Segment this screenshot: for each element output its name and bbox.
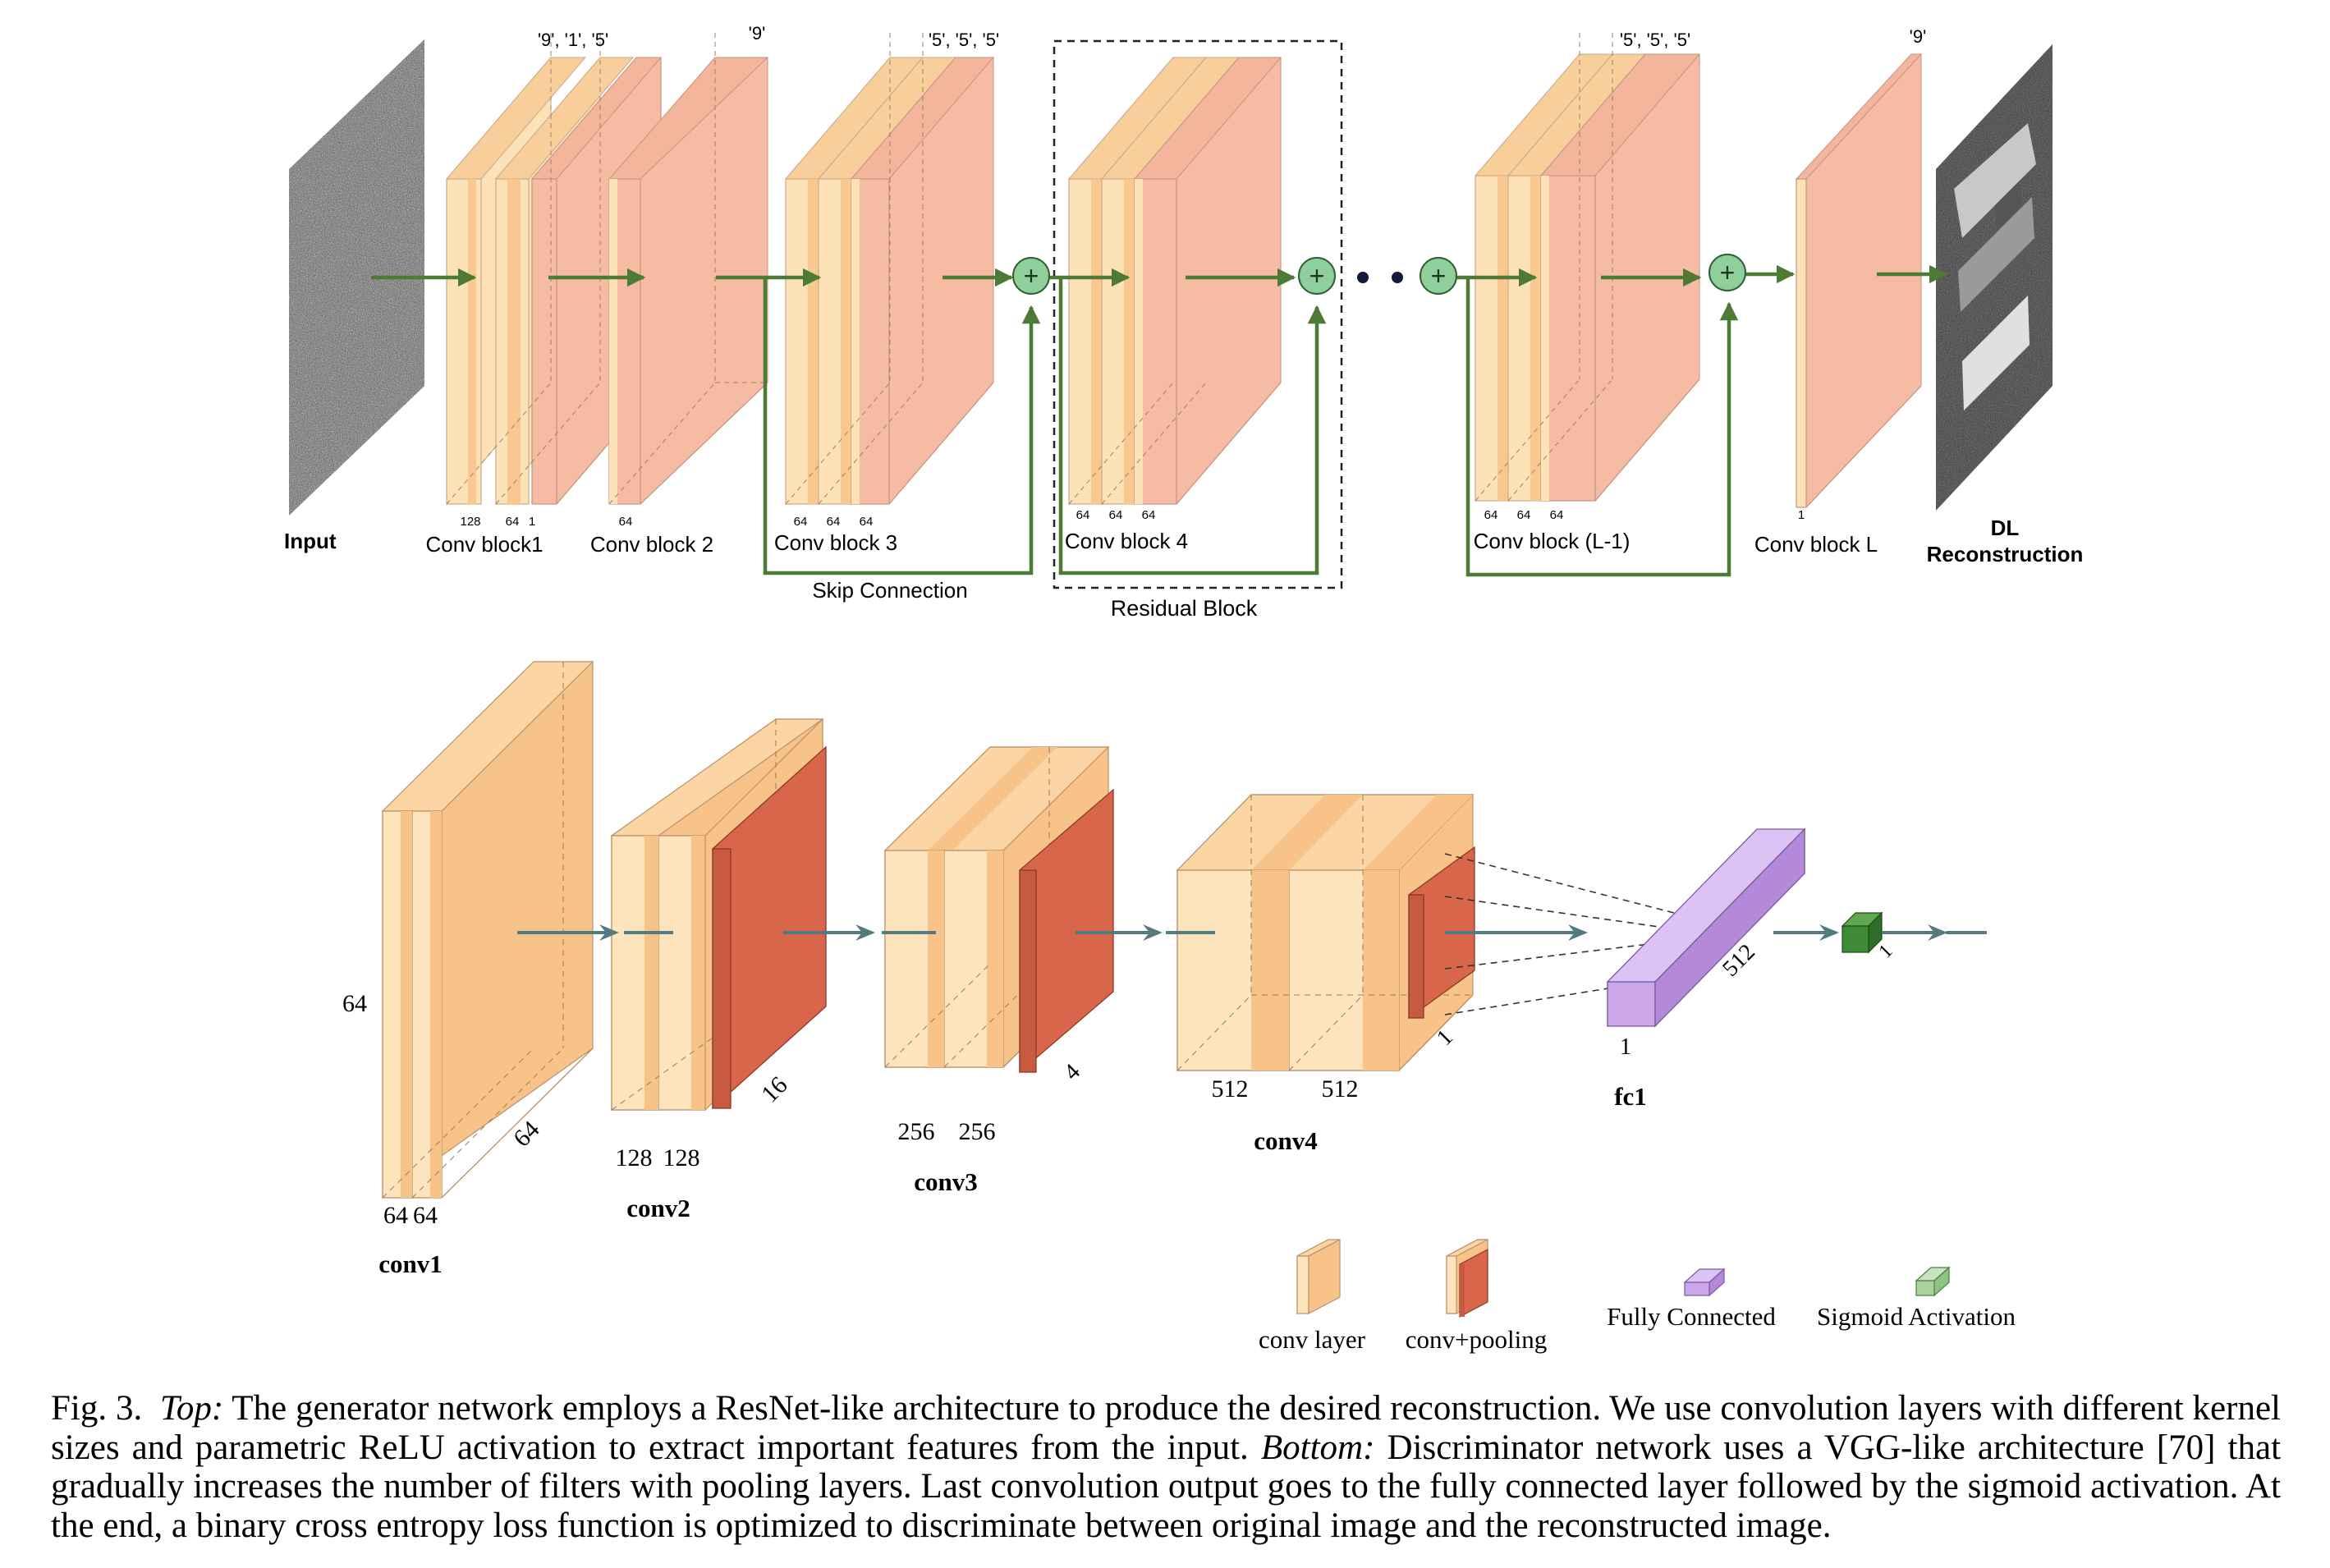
conv2-ch1: 128 xyxy=(616,1144,653,1171)
conv-block-2-label: Conv block 2 xyxy=(590,532,713,557)
conv-block-l-channel-1: 1 xyxy=(1798,508,1805,522)
sum-node-1: + xyxy=(1012,257,1050,295)
output-label-line1: DL xyxy=(1991,516,2020,540)
conv-block-4 xyxy=(1067,56,1282,506)
residual-connection-line xyxy=(1058,277,1327,575)
conv-block-l xyxy=(1795,53,1923,508)
legend-conv-pooling-label: conv+pooling xyxy=(1406,1325,1547,1354)
conv1-ch1: 64 xyxy=(383,1202,408,1229)
conv4-label: conv4 xyxy=(1254,1126,1318,1155)
plus-icon: + xyxy=(1720,258,1736,287)
conv3-label: conv3 xyxy=(914,1167,978,1196)
conv4-pooling-layer xyxy=(1408,846,1475,1020)
conv4-ch2: 512 xyxy=(1322,1075,1359,1103)
caption-bottom-text: Discriminator network uses a VGG-like ar… xyxy=(51,1428,2282,1545)
legend-conv-pooling-icon xyxy=(1446,1239,1488,1318)
conv1-width-label: 64 xyxy=(508,1116,545,1153)
conv2-pooling-layer xyxy=(712,745,827,1110)
disc-fc1 xyxy=(1606,828,1806,1028)
disc-conv4 xyxy=(1176,794,1475,1071)
disc-conv1 xyxy=(381,660,594,1199)
conv-block-1-channel-1: 128 xyxy=(460,515,480,529)
conv-block-l-kernels: '9' xyxy=(1910,26,1927,47)
conv2-ch2: 128 xyxy=(663,1144,700,1171)
conv-block-l-minus-1-kernels: '5', '5', '5' xyxy=(1620,30,1690,50)
conv-block-1-channel-2: 64 xyxy=(506,515,520,529)
disc-conv2 xyxy=(610,718,827,1112)
conv3-pooling-layer xyxy=(1019,788,1114,1074)
legend-fully-connected-icon xyxy=(1683,1268,1726,1297)
caption-top-text: The generator network employs a ResNet-l… xyxy=(51,1389,2281,1467)
sigmoid-output-label: 1 xyxy=(1875,941,1897,963)
conv-block-l-minus-1-channel-3: 64 xyxy=(1550,508,1564,522)
sum-node-4: + xyxy=(1709,254,1746,291)
conv-block-4-layer-3 xyxy=(1133,57,1282,505)
conv-block-1-kernels: '9', '1', '5' xyxy=(538,30,608,50)
plus-icon: + xyxy=(1309,261,1325,291)
legend-sigmoid-icon xyxy=(1915,1266,1951,1297)
conv-block-4-channel-1: 64 xyxy=(1076,508,1090,522)
conv-block-l-label: Conv block L xyxy=(1754,532,1878,557)
conv3-ch1: 256 xyxy=(898,1118,935,1145)
output-image xyxy=(1936,44,2053,511)
conv-block-l-minus-1-label: Conv block (L-1) xyxy=(1474,529,1631,553)
legend-conv-layer-icon xyxy=(1296,1239,1341,1314)
conv1-height-label: 64 xyxy=(342,990,367,1017)
conv-block-l-minus-1 xyxy=(1474,33,1701,502)
conv4-width-label: 1 xyxy=(1432,1025,1458,1051)
legend: conv layer conv+pooling Fully Connected xyxy=(1259,1239,2016,1354)
output-label-line2: Reconstruction xyxy=(1927,542,2084,566)
sum-node-3: + xyxy=(1420,257,1457,295)
generator-arrows xyxy=(371,264,1948,577)
sum-node-2: + xyxy=(1298,257,1336,295)
disc-sigmoid xyxy=(1841,911,1883,954)
conv1-label: conv1 xyxy=(378,1249,443,1278)
conv-block-3-channel-2: 64 xyxy=(827,515,841,529)
discriminator-diagram: 64 64 64 64 conv1 16 128 128 conv2 xyxy=(342,660,2016,1354)
fc1-label: fc1 xyxy=(1614,1082,1647,1111)
conv-block-3-kernels: '5', '5', '5' xyxy=(929,30,999,50)
caption-fig-number: Fig. 3. xyxy=(51,1389,143,1428)
conv-block-1-channel-3: 1 xyxy=(529,515,535,529)
residual-block-frame xyxy=(1053,39,1343,589)
conv-block-2-kernels: '9' xyxy=(749,23,766,44)
conv4-ch1: 512 xyxy=(1212,1075,1249,1103)
skip-connection-label: Skip Connection xyxy=(812,578,967,603)
conv-block-2-channel-1: 64 xyxy=(619,515,633,529)
conv-block-2 xyxy=(608,33,769,505)
legend-conv-layer-label: conv layer xyxy=(1259,1325,1366,1354)
plus-icon: + xyxy=(1024,261,1039,291)
conv-block-4-label: Conv block 4 xyxy=(1065,529,1188,553)
figure-caption: Fig. 3. Top: The generator network emplo… xyxy=(51,1389,2281,1545)
generator-diagram: Input xyxy=(284,23,2084,621)
plus-icon: + xyxy=(1431,261,1447,291)
conv3-ch2: 256 xyxy=(959,1118,996,1145)
residual-block-label: Residual Block xyxy=(1111,596,1258,621)
conv-block-l-minus-1-channel-1: 64 xyxy=(1484,508,1498,522)
conv2-width-label: 16 xyxy=(756,1071,793,1108)
conv-block-3-channel-3: 64 xyxy=(860,515,874,529)
caption-bottom-label: Bottom: xyxy=(1260,1428,1375,1467)
conv3-width-label: 4 xyxy=(1059,1059,1085,1085)
conv-block-3 xyxy=(784,33,995,506)
disc-conv3 xyxy=(883,746,1114,1074)
input-label: Input xyxy=(284,529,337,553)
conv-block-4-channel-2: 64 xyxy=(1109,508,1123,522)
ellipsis-dots xyxy=(1357,272,1403,283)
conv1-ch2: 64 xyxy=(413,1202,438,1229)
fc-projection-lines xyxy=(1444,853,1700,1016)
conv2-label: conv2 xyxy=(626,1194,690,1222)
conv-block-3-label: Conv block 3 xyxy=(774,530,897,555)
fc1-depth-label: 1 xyxy=(1620,1034,1631,1060)
legend-sigmoid-label: Sigmoid Activation xyxy=(1817,1302,2016,1331)
conv-block-l-minus-1-channel-2: 64 xyxy=(1517,508,1531,522)
skip-connection-line xyxy=(763,277,1041,575)
legend-fully-connected-label: Fully Connected xyxy=(1607,1302,1776,1331)
caption-top-label: Top: xyxy=(159,1389,224,1428)
conv-block-4-channel-3: 64 xyxy=(1142,508,1156,522)
residual-connection-line-l xyxy=(1465,277,1739,577)
conv-block-3-channel-1: 64 xyxy=(794,515,808,529)
conv-block-1-label: Conv block1 xyxy=(425,532,543,557)
